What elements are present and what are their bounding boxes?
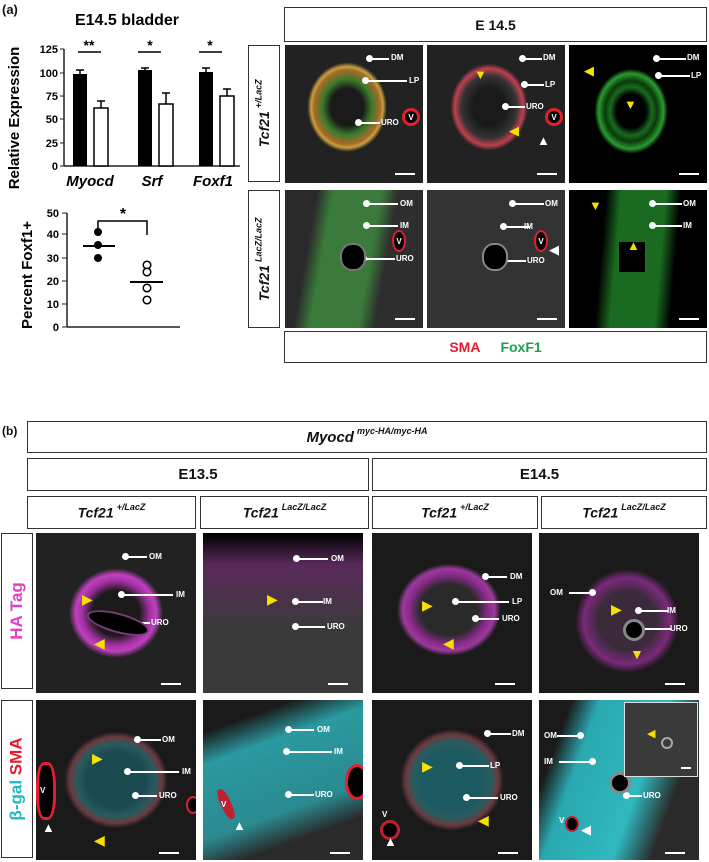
genotype-box-2: Tcf21 LacZ/LacZ [200,496,369,529]
micrograph-a-r1-sma: DM LP URO V ▼ ◀ ▲ [427,45,565,183]
yellow-arrowhead-icon: ▼ [624,97,637,112]
white-arrowhead-icon: ▲ [384,834,397,849]
micrograph-b-r1-c3: DM LP URO ▶ ◀ [372,533,532,693]
yellow-arrowhead-icon: ◀ [509,123,519,138]
panel-a-letter: (a) [2,2,18,17]
micrograph-b-r1-c1: OM IM URO ▶ ◀ [36,533,196,693]
yellow-arrowhead-icon: ▼ [474,67,487,82]
svg-text:20: 20 [47,276,59,288]
white-arrowhead-icon: ▲ [537,133,550,148]
yellow-arrowhead-icon: ◀ [94,832,105,848]
genotype-box-3: Tcf21 +/LacZ [372,496,538,529]
micrograph-a-r2-foxf1: OM IM ▼ ▲ [569,190,707,328]
yellow-arrowhead-icon: ▶ [422,597,433,613]
panel-a-stage-label: E 14.5 [475,16,516,33]
svg-text:Myocd: Myocd [66,173,114,190]
stage-box-e14-5: E14.5 [372,458,707,491]
panel-b-row-label-ha-tag: HA Tag [1,533,33,689]
yellow-arrowhead-icon: ▼ [630,646,644,662]
micrograph-b-r1-c2: OM IM URO ▶ [203,533,363,693]
panel-a-row-label-1: Tcf21+/LacZ [248,45,280,182]
svg-text:*: * [120,206,127,223]
micrograph-a-r2-sma: OM IM URO V ◀ [427,190,565,328]
micrograph-b-r1-c4: OM IM URO ▶ ▼ [539,533,699,693]
micrograph-b-r2-c4: OM IM URO V ◀ ◀ [539,700,699,860]
svg-text:0: 0 [53,322,59,334]
legend-foxf1: FoxF1 [500,339,542,355]
micrograph-b-r2-c1: OM IM URO V ▲ ▶ ◀ [36,700,196,860]
stage-box-e13-5: E13.5 [27,458,369,491]
bar-chart: E14.5 bladder Relative Expression 0 25 5… [6,12,240,190]
svg-text:25: 25 [46,138,58,150]
panel-a-row-label-2: Tcf21LacZ/LacZ [248,190,280,328]
micrograph-b-r2-c3: DM LP URO V ▲ ▶ ◀ [372,700,532,860]
bar-chart-ylabel: Relative Expression [6,47,23,190]
yellow-arrowhead-icon: ▶ [82,591,93,607]
micrograph-a-r1-merge: DM LP URO V [285,45,423,183]
yellow-arrowhead-icon: ◀ [478,812,489,828]
micrograph-a-r1-foxf1: DM LP ◀ ▼ [569,45,707,183]
yellow-arrowhead-icon: ◀ [647,728,656,740]
panel-b-header-box: Myocd myc-HA/myc-HA [27,421,707,453]
genotype-box-4: Tcf21 LacZ/LacZ [541,496,707,529]
white-arrowhead-icon: ▲ [233,818,246,833]
svg-text:10: 10 [47,299,59,311]
yellow-arrowhead-icon: ▶ [611,601,622,617]
panel-a-legend-box: SMA FoxF1 [284,331,707,363]
svg-text:100: 100 [40,68,58,80]
svg-text:40: 40 [47,229,59,241]
yellow-arrowhead-icon: ▲ [627,238,640,253]
panel-b-row-label-bgal-sma: β-gal SMA [1,700,33,858]
inset-micrograph: ◀ [624,702,698,777]
svg-text:50: 50 [46,114,58,126]
yellow-arrowhead-icon: ▶ [267,591,278,607]
micrograph-b-r2-c2: OM IM URO V ▲ [203,700,363,860]
bar-chart-title: E14.5 bladder [75,12,179,29]
white-arrowhead-icon: ▲ [42,820,55,835]
yellow-arrowhead-icon: ◀ [584,63,594,78]
micrograph-a-r2-merge: OM IM URO V [285,190,423,328]
white-arrowhead-icon: ◀ [581,822,591,837]
legend-sma: SMA [449,339,481,355]
svg-text:50: 50 [47,208,59,220]
panel-a-header-box: E 14.5 [284,7,707,42]
genotype-box-1: Tcf21 +/LacZ [27,496,196,529]
svg-text:Srf: Srf [142,173,165,190]
white-arrowhead-icon: ◀ [549,242,559,257]
svg-text:*: * [207,37,213,53]
yellow-arrowhead-icon: ▶ [422,758,433,774]
svg-text:**: ** [84,37,95,53]
dot-plot-ylabel: Percent Foxf1+ [19,221,36,329]
yellow-arrowhead-icon: ▼ [589,198,602,213]
svg-text:Foxf1: Foxf1 [193,173,233,190]
svg-text:30: 30 [47,253,59,265]
svg-text:125: 125 [40,44,58,56]
yellow-arrowhead-icon: ◀ [443,635,454,651]
svg-text:*: * [147,37,153,53]
svg-text:75: 75 [46,91,58,103]
yellow-arrowhead-icon: ▶ [92,750,103,766]
dot-plot: Percent Foxf1+ 0 10 20 30 40 50 * [19,206,180,334]
yellow-arrowhead-icon: ◀ [94,635,105,651]
svg-text:0: 0 [52,161,58,173]
panel-b-letter: (b) [2,424,18,438]
